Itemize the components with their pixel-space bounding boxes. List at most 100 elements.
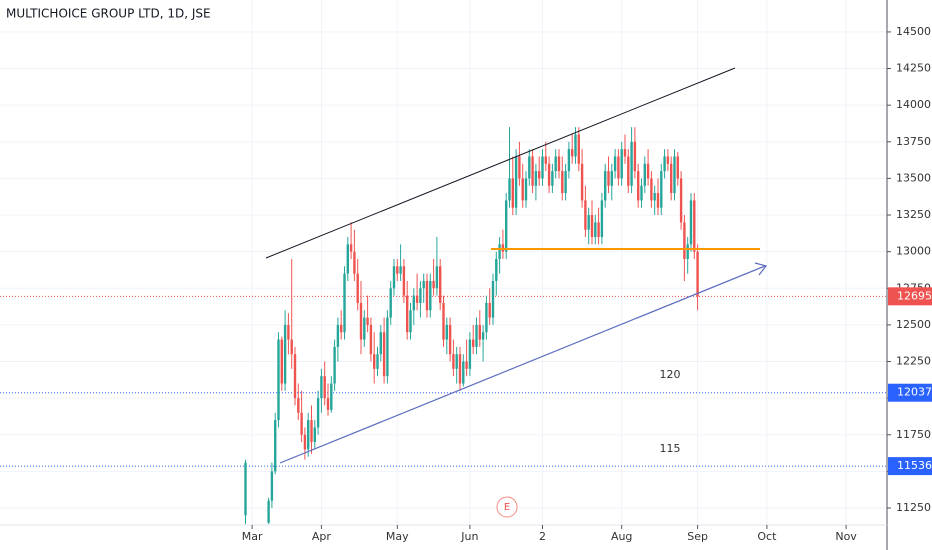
candle-body xyxy=(570,149,574,157)
candle-body xyxy=(425,280,429,311)
candle-body xyxy=(663,156,666,172)
candle-body xyxy=(356,273,359,303)
x-tick-label: May xyxy=(386,530,409,543)
candle-body xyxy=(587,215,590,230)
y-tick-label: 14250 xyxy=(896,62,931,75)
candle-body xyxy=(590,215,594,238)
x-tick-label: 2 xyxy=(539,530,546,543)
x-tick-label: Jun xyxy=(460,530,478,543)
candle-body xyxy=(653,193,656,201)
candle-body xyxy=(528,156,531,179)
candle-body xyxy=(274,420,277,472)
x-tick-label: Mar xyxy=(242,530,263,543)
x-tick-label: Oct xyxy=(757,530,777,543)
candle-body xyxy=(557,156,561,172)
candle-body xyxy=(399,266,402,274)
candle-body xyxy=(386,317,389,377)
candle-body xyxy=(594,222,597,238)
candle-body xyxy=(577,134,580,164)
event-marker[interactable]: E xyxy=(504,502,510,513)
x-tick-label: Apr xyxy=(312,530,332,543)
x-tick-label: Aug xyxy=(611,530,632,543)
candle-body xyxy=(389,288,392,318)
candle-body xyxy=(303,434,307,450)
candle-body xyxy=(491,280,495,318)
candle-body xyxy=(343,273,346,333)
candle-body xyxy=(373,354,376,369)
candle-body xyxy=(435,266,439,289)
candle-body xyxy=(679,178,683,223)
candle-body xyxy=(277,339,280,421)
candle-body xyxy=(471,339,475,347)
y-tick-label: 13250 xyxy=(896,208,931,221)
candle-body xyxy=(508,178,511,201)
y-tick-label: 13000 xyxy=(896,245,931,258)
candle-body xyxy=(320,376,323,399)
upper-trend-line xyxy=(265,67,736,259)
candle-body xyxy=(402,266,406,296)
candle-body xyxy=(366,317,369,325)
candle-body xyxy=(686,244,689,259)
y-tick-label: 14500 xyxy=(896,25,931,38)
candle-body xyxy=(293,354,297,399)
candle-body xyxy=(485,302,488,333)
candle-body xyxy=(627,156,630,186)
candle-body xyxy=(419,288,422,303)
y-tick-label: 12250 xyxy=(896,355,931,368)
candle-body xyxy=(511,178,514,208)
candle-body xyxy=(613,156,617,172)
candle-body xyxy=(518,156,521,179)
candle-body xyxy=(439,266,442,303)
candle-body xyxy=(349,244,353,252)
candle-body xyxy=(280,339,284,384)
candle-body xyxy=(297,398,300,413)
candle-body xyxy=(689,200,693,245)
candle-body xyxy=(660,171,663,208)
candle-body xyxy=(504,200,508,252)
candle-body xyxy=(669,163,673,194)
candle-body xyxy=(422,280,425,289)
y-tick-label: 13750 xyxy=(896,135,931,148)
candle-body xyxy=(442,302,445,340)
candle-body xyxy=(524,178,528,201)
candle-body xyxy=(617,156,620,179)
price-label: 11536 xyxy=(897,459,932,472)
candle-body xyxy=(462,361,465,384)
candle-body xyxy=(326,398,330,410)
candle-body xyxy=(379,332,383,355)
candle-body xyxy=(336,324,340,347)
candle-body xyxy=(287,324,290,340)
candle-body xyxy=(636,171,640,201)
candle-body xyxy=(481,332,485,340)
candle-body xyxy=(415,295,419,303)
price-label-box xyxy=(888,457,932,476)
candle-body xyxy=(564,171,567,194)
candle-body xyxy=(290,339,293,355)
arrow-head xyxy=(754,262,768,276)
candle-body xyxy=(412,295,416,311)
lower-trend-line xyxy=(279,265,766,464)
chart-title: MULTICHOICE GROUP LTD, 1D, JSE xyxy=(6,7,211,21)
y-tick-label: 11250 xyxy=(896,501,931,514)
candle-body xyxy=(445,324,448,340)
candle-body xyxy=(501,244,505,252)
annotation: 120 xyxy=(660,368,681,381)
candle-body xyxy=(584,200,587,230)
candle-body xyxy=(432,280,435,289)
candle-body xyxy=(340,324,343,333)
candle-body xyxy=(534,171,538,186)
event-marker-circle[interactable] xyxy=(496,496,518,518)
candle-body xyxy=(666,156,670,164)
candle-body xyxy=(498,244,501,259)
candle-body xyxy=(465,361,468,369)
y-tick-label: 12500 xyxy=(896,318,931,331)
price-label: 12037 xyxy=(897,386,932,399)
candle-body xyxy=(676,156,679,179)
annotation: 115 xyxy=(660,442,681,455)
candle-body xyxy=(544,156,547,164)
candle-body xyxy=(310,420,313,443)
candle-body xyxy=(429,280,432,311)
candle-body xyxy=(646,163,650,179)
candle-body xyxy=(673,156,676,194)
